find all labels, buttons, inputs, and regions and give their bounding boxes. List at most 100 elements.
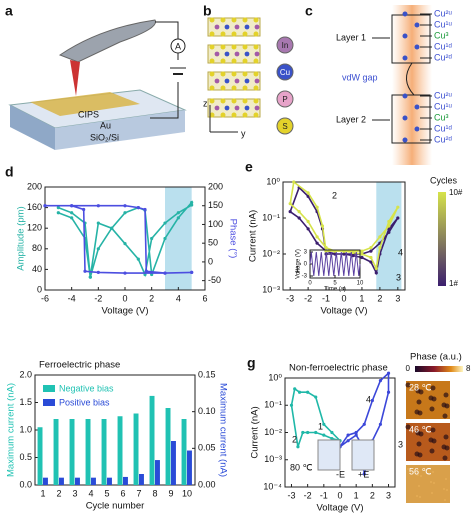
y-tick-label: 10⁻³	[262, 284, 280, 294]
series-line	[289, 180, 399, 271]
legend-atom	[276, 117, 294, 135]
y-axis-label: Maximum current (nA)	[6, 383, 17, 477]
cu-site	[402, 137, 408, 143]
x-axis-label: Cycle number	[86, 501, 145, 512]
atom	[244, 78, 250, 84]
y-tick-label: 1.5	[19, 397, 32, 407]
y-tick-label: -3	[302, 274, 308, 280]
legend-label: Cu	[280, 68, 290, 77]
atom	[253, 85, 259, 91]
point	[70, 211, 74, 215]
y2-tick-label: 0.00	[198, 479, 216, 489]
y-tick-label: 10⁻²	[264, 427, 282, 437]
atom	[220, 71, 226, 77]
y-tick-label: 10⁻¹	[262, 212, 280, 222]
x-tick-label: 8	[152, 488, 157, 498]
annotation: 3	[396, 272, 401, 282]
x-tick-label: 6	[202, 293, 207, 303]
x-axis-label: Voltage (V)	[102, 306, 149, 317]
atom	[253, 58, 259, 64]
atom	[214, 24, 220, 30]
point	[96, 247, 100, 251]
atom	[234, 24, 240, 30]
atom	[254, 51, 260, 57]
bar	[75, 477, 80, 485]
point	[378, 235, 382, 239]
atom	[231, 98, 237, 104]
phase-max: 8	[466, 364, 471, 373]
y-tick-label: 2.0	[19, 369, 32, 379]
point	[190, 203, 194, 207]
phase-speckle	[405, 424, 411, 430]
legend-swatch	[43, 399, 55, 406]
y2-tick-label: 0.05	[198, 443, 216, 453]
bar	[91, 477, 96, 485]
phase-speckle	[428, 395, 434, 401]
point	[330, 436, 334, 441]
annotation: 2	[332, 190, 337, 200]
bar	[85, 419, 91, 485]
point	[362, 422, 366, 426]
phase-speckle	[445, 478, 447, 480]
point	[83, 269, 87, 273]
point	[144, 269, 148, 273]
point	[314, 430, 318, 435]
point	[163, 271, 167, 275]
point	[396, 205, 400, 209]
legend-label: Negative bias	[59, 383, 114, 393]
ammeter	[170, 38, 186, 54]
point	[70, 204, 74, 208]
point	[301, 430, 305, 435]
point	[360, 255, 364, 260]
point	[315, 205, 319, 209]
y-tick-label: 10⁻⁴	[263, 481, 282, 491]
point	[315, 235, 319, 239]
x-tick-label: 5	[333, 281, 337, 287]
y-tick-label: 10⁻²	[262, 248, 280, 258]
series-line	[309, 251, 361, 277]
bar	[187, 450, 192, 485]
x-axis-label: Voltage (V)	[321, 306, 368, 317]
y-axis-label: Current (nA)	[250, 406, 261, 458]
legend-atom	[276, 90, 294, 108]
point	[296, 445, 300, 449]
x-tick-label: -3	[287, 490, 295, 500]
bar	[107, 477, 112, 485]
y-tick-label: 120	[27, 223, 42, 233]
panel-label: a	[5, 3, 13, 19]
y2-axis-label: Maximum current (nA)	[217, 383, 228, 477]
bar	[37, 427, 43, 485]
point	[369, 255, 373, 260]
phase-speckle	[444, 499, 446, 501]
point	[354, 430, 358, 435]
phase-speckle	[430, 385, 436, 391]
y-tick-label: 0.0	[19, 479, 32, 489]
atom	[234, 51, 240, 57]
point	[293, 387, 297, 391]
cell-box	[391, 14, 431, 64]
phase-image-label: 56 ℃	[409, 466, 432, 476]
atom	[253, 98, 259, 104]
y-tick-label: 10⁻³	[264, 454, 282, 464]
point	[82, 207, 86, 212]
phase-speckle	[443, 488, 445, 490]
point	[150, 236, 154, 241]
phase-image-label: 28 ℃	[409, 382, 432, 392]
x-tick-label: 3	[386, 490, 391, 500]
x-axis-label: Voltage (V)	[317, 503, 364, 514]
phase-colorbar	[415, 366, 463, 372]
point	[96, 221, 100, 225]
phase-speckle	[430, 427, 436, 433]
phase-speckle	[415, 388, 421, 394]
phase-speckle	[420, 475, 422, 477]
atom	[231, 71, 237, 77]
atom	[220, 31, 226, 37]
y-tick-label: 10⁰	[268, 372, 282, 382]
panel-label: c	[305, 3, 313, 19]
point	[176, 216, 180, 220]
ammeter-label: A	[175, 41, 181, 51]
y-tick-label: 10⁰	[266, 176, 280, 186]
point	[386, 390, 391, 394]
atom	[231, 58, 237, 64]
phase-image-label: 46 ℃	[409, 424, 432, 434]
